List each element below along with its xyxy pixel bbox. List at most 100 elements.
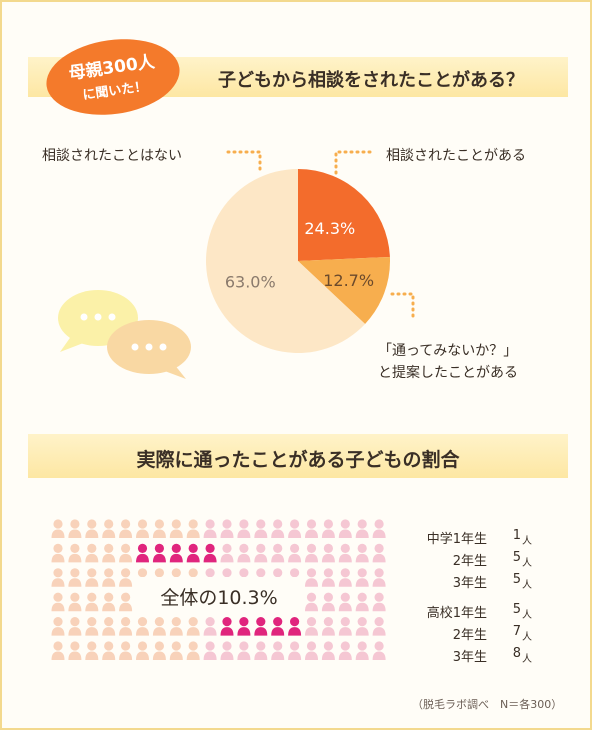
person-icon — [119, 543, 133, 563]
person-icon-highlighted — [186, 543, 200, 563]
person-icon — [338, 568, 352, 587]
person-icon — [68, 617, 82, 636]
grade-row: 3年生 5 人 — [407, 572, 532, 591]
leader-line-no — [226, 150, 262, 176]
person-icon — [85, 568, 99, 587]
pie-value-label: 24.3% — [304, 219, 355, 238]
person-icon — [152, 641, 166, 660]
pie-slice — [298, 256, 391, 324]
person-icon — [305, 543, 318, 563]
person-icon — [119, 519, 133, 538]
person-icon-highlighted — [237, 617, 251, 636]
person-icon-highlighted — [271, 617, 285, 636]
person-icon — [254, 641, 268, 660]
grade-unit: 人 — [522, 632, 532, 643]
grade-name: 3年生 — [452, 576, 487, 591]
person-icon — [51, 568, 65, 587]
person-icon — [355, 617, 369, 636]
person-icon — [237, 519, 251, 538]
grade-row: 2年生 7 人 — [407, 624, 532, 643]
person-icon-highlighted — [220, 617, 234, 636]
person-icon — [355, 641, 369, 660]
person-icon — [220, 519, 234, 538]
person-icon-highlighted — [288, 617, 302, 636]
leader-line-suggest — [390, 292, 415, 322]
highlight-percentage: 全体の10.3% — [160, 587, 278, 609]
person-icon — [102, 617, 116, 636]
person-icon — [68, 543, 82, 563]
person-icon — [85, 592, 99, 612]
grade-unit: 人 — [522, 610, 532, 621]
person-icon — [51, 592, 65, 612]
person-icon — [85, 641, 99, 660]
person-icon — [288, 543, 302, 563]
grade-unit: 人 — [522, 558, 532, 569]
person-icon-highlighted — [152, 543, 166, 563]
person-icon — [305, 568, 318, 587]
person-icon — [305, 519, 318, 538]
grade-name: 中学1年生 — [426, 532, 487, 547]
label-suggested-line-2: と提案したことがある — [378, 365, 518, 381]
label-no-consultation: 相談されたことはない — [42, 148, 182, 164]
person-icon — [102, 641, 116, 660]
person-icon — [321, 617, 335, 636]
person-icon — [288, 519, 302, 538]
person-icon — [271, 543, 285, 563]
grade-name: 高校1年生 — [426, 606, 487, 621]
person-icon — [220, 641, 234, 660]
grade-count: 8 — [512, 646, 521, 661]
person-icon — [169, 617, 183, 636]
section-title: 実際に通ったことがある子どもの割合 — [136, 449, 460, 471]
person-icon — [102, 568, 116, 587]
person-icon — [321, 592, 335, 612]
person-icon — [152, 617, 166, 636]
person-icon — [271, 641, 285, 660]
pie-slice — [206, 169, 366, 353]
person-icon — [305, 641, 318, 660]
person-icon — [288, 641, 302, 660]
pie-value-label: 63.0% — [225, 273, 276, 292]
grade-row: 3年生 8 人 — [407, 646, 532, 665]
person-icon-highlighted — [254, 617, 268, 636]
person-icon — [68, 519, 82, 538]
person-icon-highlighted — [203, 543, 217, 563]
person-icon — [186, 617, 200, 636]
grade-count: 5 — [512, 572, 521, 587]
person-icon — [321, 568, 335, 587]
person-icon — [321, 543, 335, 563]
grade-row: 2年生 5 人 — [407, 550, 532, 569]
person-icon — [338, 617, 352, 636]
label-consulted: 相談されたことがある — [386, 148, 526, 164]
person-icon — [372, 617, 386, 636]
pictograph-label: 全体の10.3% — [135, 577, 303, 613]
question-title: 子どもから相談をされたことがある？ — [218, 70, 524, 91]
person-icon — [237, 641, 251, 660]
grade-name: 2年生 — [452, 628, 487, 643]
person-icon — [254, 519, 268, 538]
grade-row: 高校1年生 5 人 — [407, 602, 532, 621]
person-icon — [136, 617, 149, 636]
person-icon — [136, 641, 149, 660]
grade-count: 7 — [512, 624, 521, 639]
person-icon — [68, 592, 82, 612]
person-icon — [237, 543, 251, 563]
person-icon — [254, 543, 268, 563]
person-icon — [169, 519, 183, 538]
source-note: （脱毛ラボ調べ N＝各300） — [412, 698, 563, 711]
grade-name: 2年生 — [452, 554, 487, 569]
person-icon — [355, 519, 369, 538]
person-icon — [321, 641, 335, 660]
grade-count: 5 — [512, 602, 521, 617]
section-banner: 実際に通ったことがある子どもの割合 — [28, 434, 568, 478]
person-icon — [372, 568, 386, 587]
person-icon — [321, 519, 335, 538]
person-icon — [119, 641, 133, 660]
speech-bubble-icon — [107, 320, 191, 379]
person-icon — [372, 641, 386, 660]
person-icon — [85, 543, 99, 563]
person-icon — [203, 617, 217, 636]
person-icon — [51, 641, 65, 660]
person-icon — [338, 519, 352, 538]
grade-unit: 人 — [522, 580, 532, 591]
pie-chart-area: 24.3% 12.7% 63.0% — [58, 150, 415, 379]
